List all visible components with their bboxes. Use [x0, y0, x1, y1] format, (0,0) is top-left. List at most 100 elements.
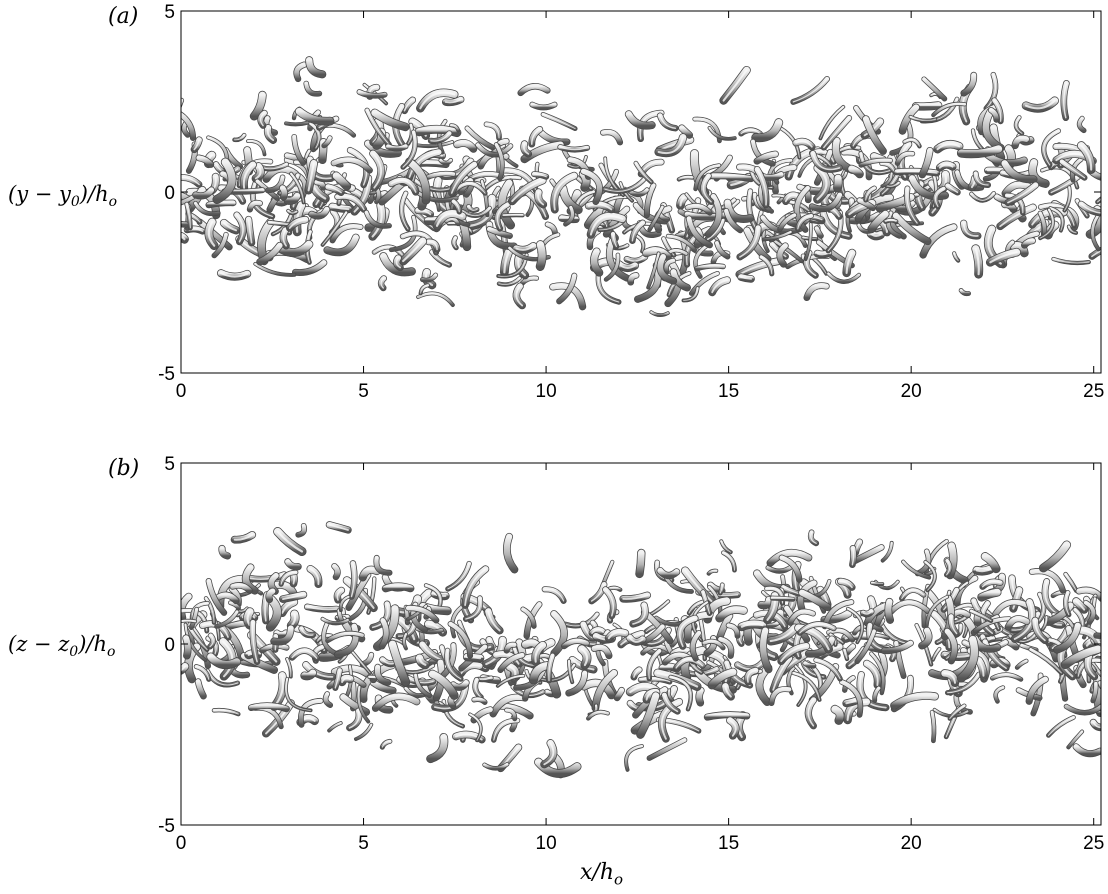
vortex-tube [988, 107, 999, 122]
vortex-tube [504, 708, 517, 721]
vortex-tube [323, 691, 333, 708]
x-tick-label: 0 [176, 381, 187, 402]
vortex-tube [624, 744, 644, 771]
vortex-tube-highlight [816, 166, 828, 201]
x-axis-label-main: x/h [580, 860, 614, 885]
vortex-tube [292, 134, 306, 166]
vortex-tube-highlight [970, 610, 992, 622]
vortex-tube-highlight [885, 219, 897, 223]
vortex-tube-highlight [419, 91, 456, 110]
vortex-tube-highlight [790, 201, 810, 212]
vortex-tube [556, 273, 577, 304]
x-tick-label: 15 [718, 833, 739, 854]
vortex-tube [892, 212, 931, 245]
vortex-tube [664, 258, 676, 274]
vortex-tube [250, 91, 266, 120]
vortex-tube-highlight [860, 153, 891, 174]
vortex-tube [859, 158, 893, 167]
vortex-tube-highlight [328, 523, 349, 531]
vortex-tube [388, 640, 410, 686]
plot-area: 0 5 10 15 20 25-505 [158, 454, 1104, 854]
vortex-tube-highlight [707, 219, 723, 241]
vortex-tube-highlight [372, 152, 383, 189]
vortex-tube [414, 673, 432, 698]
vortex-tube-highlight [670, 676, 692, 710]
vortex-tube [213, 592, 239, 604]
vortex-tube [406, 604, 428, 621]
vortex-tube [814, 226, 823, 238]
x-tick-label: 0 [176, 833, 187, 854]
vortex-tube-highlight [724, 685, 732, 698]
vortex-tube [647, 738, 687, 761]
vortex-tube [372, 693, 420, 712]
vortex-tube-highlight [865, 662, 879, 687]
vortex-tube-highlight [810, 531, 817, 544]
vortex-tube-highlight [418, 657, 427, 666]
vortex-tube [521, 607, 536, 629]
vortex-tube-highlight [497, 675, 524, 687]
vortex-tube-highlight [782, 586, 800, 595]
vortex-tube-highlight [683, 287, 698, 301]
vortex-tube [379, 618, 389, 649]
vortex-tube-highlight [626, 256, 646, 262]
vortex-tube [212, 232, 228, 258]
vortex-tube [370, 679, 396, 694]
vortex-tube [292, 260, 327, 276]
vortex-tube [918, 627, 932, 649]
vortex-tube-highlight [981, 602, 994, 634]
vortex-tube-highlight [622, 594, 649, 600]
vortex-tube-highlight [604, 177, 646, 192]
vortex-tube [637, 692, 660, 738]
vortex-tube-highlight [544, 588, 565, 602]
vortex-tube-highlight [975, 172, 989, 186]
vortex-tube-highlight [881, 162, 895, 173]
vortex-tube [848, 165, 863, 178]
vortex-tube-highlight [999, 206, 1034, 228]
vortex-tube-highlight [350, 562, 356, 598]
vortex-tube-highlight [635, 162, 652, 183]
vortex-tube-highlight [503, 248, 511, 274]
vortex-tube-highlight [604, 588, 615, 617]
vortex-tube-highlight [738, 260, 780, 276]
vortex-tube-highlight [1024, 99, 1056, 110]
vortex-tube [566, 670, 588, 696]
vortex-tube-highlight [414, 179, 454, 191]
vortex-tube [764, 621, 780, 628]
vortex-tube [678, 125, 693, 138]
vortex-tube-highlight [580, 647, 589, 667]
vortex-tube [868, 210, 889, 233]
vortex-tube-highlight [847, 608, 863, 643]
vortex-tube-highlight [618, 263, 636, 269]
vortex-tube [364, 210, 392, 228]
vortex-tube [716, 606, 748, 622]
vortex-tube [762, 230, 792, 241]
x-tick-label: 5 [358, 381, 369, 402]
vortex-tube-highlight [663, 238, 675, 256]
vortex-tube-highlight [395, 257, 402, 269]
vortex-tube-highlight [739, 227, 759, 258]
vortex-tube-highlight [1080, 144, 1093, 171]
vortex-tube [644, 183, 656, 218]
vortex-tube [695, 264, 726, 271]
vortex-tube-highlight [659, 114, 677, 129]
vortex-tube [752, 118, 783, 142]
vortex-tube-highlight [430, 132, 450, 142]
vortex-tube-highlight [285, 678, 311, 711]
vortex-tube [708, 126, 736, 140]
vortex-tube [718, 636, 734, 659]
vortex-tube [380, 252, 416, 276]
vortex-tube-highlight [675, 658, 704, 669]
vortex-tube [767, 549, 812, 566]
vortex-tube [1091, 215, 1100, 251]
vortex-tube-highlight [845, 251, 854, 274]
vortex-tube [206, 200, 236, 208]
vortex-tube [648, 205, 664, 232]
vortex-tube-highlight [334, 669, 341, 689]
vortex-tube [770, 596, 795, 601]
y-axis-label-main: (y − y [8, 182, 71, 206]
vortex-tube [767, 158, 793, 187]
vortex-tube [778, 213, 797, 232]
y-axis-label: (z − z0)/ho [8, 632, 115, 660]
vortex-tube-highlight [679, 617, 696, 648]
